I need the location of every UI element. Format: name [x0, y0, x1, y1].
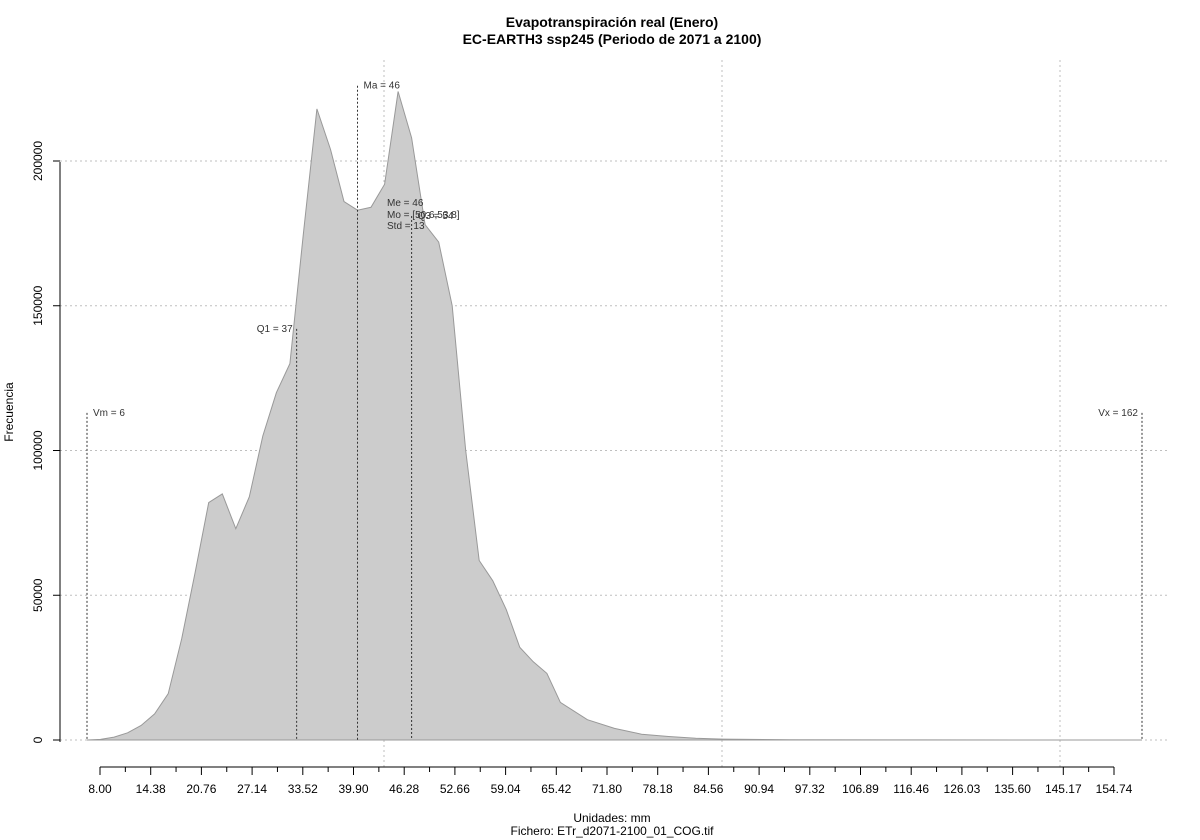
density-area-path: [86, 91, 1142, 741]
x-axis-label: Unidades: mm: [573, 811, 650, 825]
vx-label: Vx = 162: [1098, 408, 1138, 419]
y-axis-label: Frecuencia: [2, 382, 16, 442]
q1-label: Q1 = 37: [257, 324, 293, 335]
y-tick-label: 150000: [31, 285, 45, 325]
x-tick-label: 65.42: [541, 782, 571, 796]
y-tick-label: 50000: [31, 578, 45, 612]
x-tick-label: 116.46: [893, 782, 929, 796]
x-tick-label: 20.76: [186, 782, 216, 796]
stat-median: Me = 46: [387, 198, 424, 209]
x-tick-label: 78.18: [643, 782, 673, 796]
x-tick-label: 27.14: [237, 782, 267, 796]
density-area: [86, 91, 1142, 741]
x-tick-label: 46.28: [389, 782, 419, 796]
x-tick-label: 52.66: [440, 782, 470, 796]
x-tick-label: 71.80: [592, 782, 622, 796]
y-tick-label: 200000: [31, 141, 45, 181]
x-tick-label: 14.38: [136, 782, 166, 796]
y-tick-label: 0: [31, 736, 45, 743]
x-tick-label: 39.90: [338, 782, 368, 796]
statistic-markers: Vm = 6 Q1 = 37 Ma = 46 Q3 = 54 Vx = 162: [86, 81, 1143, 740]
vm-label: Vm = 6: [93, 408, 125, 419]
stat-std: Std = 13: [387, 221, 425, 232]
x-tick-label: 145.17: [1045, 782, 1082, 796]
y-tick-label: 100000: [31, 430, 45, 470]
file-label: Fichero: ETr_d2071-2100_01_COG.tif: [511, 824, 715, 838]
x-tick-label: 97.32: [795, 782, 825, 796]
chart-subtitle: EC-EARTH3 ssp245 (Periodo de 2071 a 2100…: [463, 31, 762, 47]
x-tick-label: 59.04: [491, 782, 521, 796]
y-axis-ticks: 0 50000 100000 150000 200000: [31, 141, 60, 743]
x-tick-label: 106.89: [842, 782, 879, 796]
chart-title: Evapotranspiración real (Enero): [506, 14, 718, 30]
stat-mode: Mo = [50.6,53.8]: [387, 210, 460, 221]
x-tick-label: 84.56: [693, 782, 723, 796]
x-tick-label: 8.00: [88, 782, 112, 796]
ma-label: Ma = 46: [364, 81, 401, 92]
q3-label: Q3 = 54: [418, 211, 454, 222]
x-tick-label: 33.52: [288, 782, 318, 796]
x-tick-label: 154.74: [1096, 782, 1133, 796]
x-tick-label: 135.60: [994, 782, 1031, 796]
x-tick-label: 90.94: [744, 782, 774, 796]
x-tick-label: 126.03: [944, 782, 981, 796]
x-axis-ticks: 8.00 14.38 20.76 27.14 33.52 39.90 46.28 52.66 5…: [88, 767, 1133, 796]
